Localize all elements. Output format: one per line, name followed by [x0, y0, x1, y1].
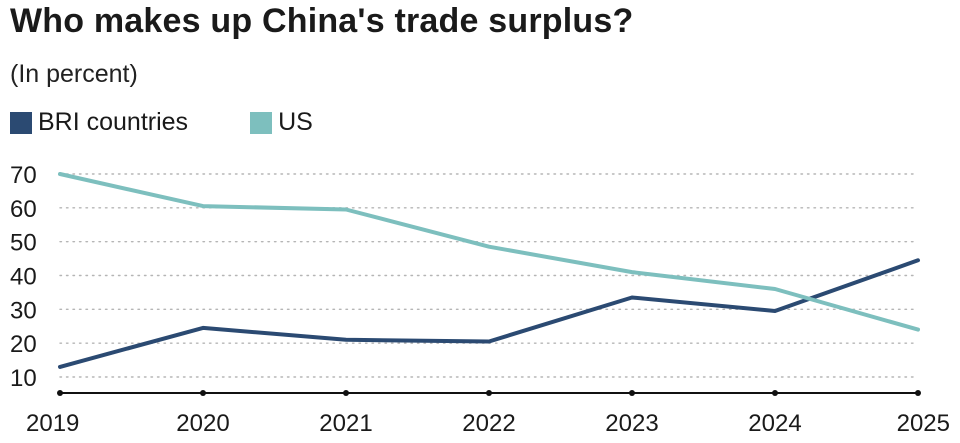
- legend-swatch-us: [250, 111, 273, 134]
- x-tick-2025: [915, 390, 921, 396]
- legend-item-bri: BRI countries: [10, 108, 188, 137]
- series-line-bri: [58, 258, 920, 369]
- y-tick-label-30: 30: [10, 297, 37, 324]
- legend-item-us: US: [250, 108, 313, 137]
- x-tick-label-2025: 2025: [897, 410, 950, 437]
- chart-subtitle: (In percent): [10, 60, 138, 88]
- x-tick-2023: [629, 390, 635, 396]
- x-tick-label-2020: 2020: [176, 410, 229, 437]
- y-tick-label-40: 40: [10, 264, 37, 291]
- y-tick-label-50: 50: [10, 230, 37, 257]
- legend-label-us: US: [278, 108, 313, 136]
- x-tick-2021: [343, 390, 349, 396]
- series-line-us: [58, 172, 920, 332]
- x-tick-2020: [200, 390, 206, 396]
- x-tick-2019: [57, 390, 63, 396]
- x-tick-2024: [772, 390, 778, 396]
- x-tick-label-2021: 2021: [319, 410, 372, 437]
- x-tick-label-2022: 2022: [462, 410, 515, 437]
- y-tick-label-20: 20: [10, 331, 37, 358]
- y-tick-label-70: 70: [10, 162, 37, 189]
- legend-swatch-bri: [10, 111, 32, 134]
- legend: BRI countries US: [10, 108, 375, 137]
- x-tick-label-2019: 2019: [26, 410, 79, 437]
- x-tick-label-2024: 2024: [748, 410, 801, 437]
- y-tick-label-60: 60: [10, 196, 37, 223]
- legend-label-bri: BRI countries: [38, 108, 189, 136]
- x-tick-label-2023: 2023: [605, 410, 658, 437]
- x-tick-2022: [486, 390, 492, 396]
- y-tick-label-10: 10: [10, 365, 37, 392]
- chart-title: Who makes up China's trade surplus?: [10, 2, 634, 40]
